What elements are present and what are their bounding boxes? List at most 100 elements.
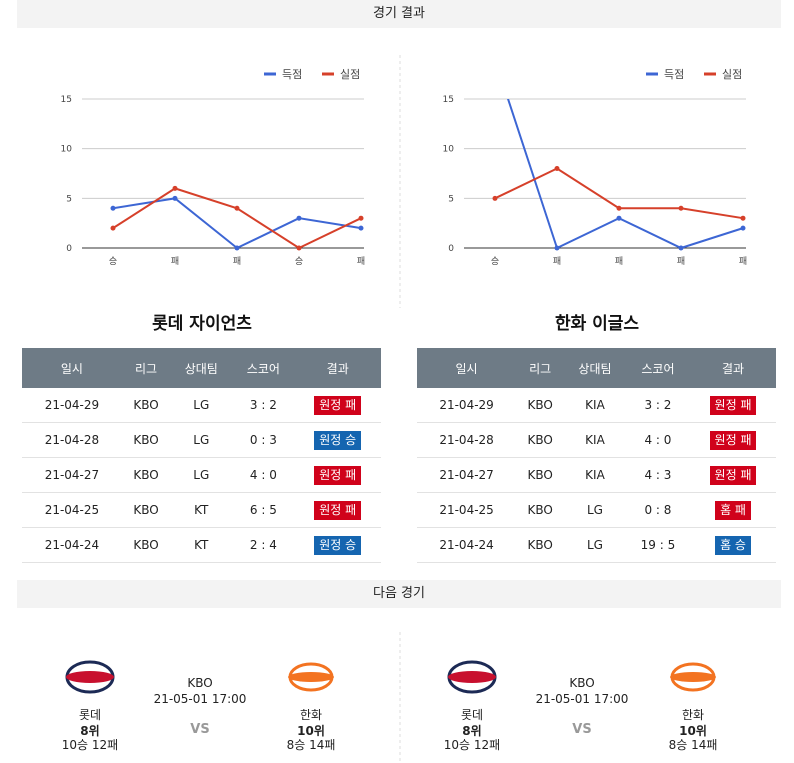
point xyxy=(492,195,498,201)
team-name: 한화 xyxy=(299,708,323,722)
section-header: 경기 결과 xyxy=(17,0,781,28)
logo xyxy=(65,660,115,694)
cell: 원정 패 xyxy=(690,422,776,458)
cell: 21-04-28 xyxy=(22,422,122,458)
row: 21-04-28 KBO LG 0 : 3 원정 승 xyxy=(22,422,381,458)
column-header: 스코어 xyxy=(625,348,691,388)
point xyxy=(678,245,684,251)
legend-label: 실점 xyxy=(722,68,742,81)
cell: LG xyxy=(564,527,626,563)
cell: LG xyxy=(564,492,626,528)
column-header: 리그 xyxy=(121,348,171,388)
column-header: 상대팀 xyxy=(170,348,233,388)
result-badge: 원정 승 xyxy=(314,430,362,450)
cell: 21-04-29 xyxy=(417,388,517,423)
point xyxy=(740,215,746,221)
team-rank: 8위 xyxy=(462,724,482,738)
cell: 21-04-29 xyxy=(22,388,122,423)
x-tick-label: 승 xyxy=(109,256,117,267)
cell: LG xyxy=(170,457,233,493)
cell: KBO xyxy=(121,388,171,423)
result-badge: 원정 패 xyxy=(314,465,362,485)
cell: KT xyxy=(170,527,233,563)
datetime: 21-05-01 17:00 xyxy=(153,692,247,706)
cell: 0 : 8 xyxy=(625,492,691,528)
cell: 원정 패 xyxy=(294,388,381,423)
result-badge: 홈 패 xyxy=(715,500,751,520)
point xyxy=(110,225,116,231)
y-tick-label: 0 xyxy=(448,244,454,254)
y-tick-label: 15 xyxy=(443,95,454,105)
cell: KT xyxy=(170,492,233,528)
logo xyxy=(447,660,497,694)
point xyxy=(296,245,302,251)
cell: KIA xyxy=(564,388,626,423)
result-badge: 원정 패 xyxy=(709,465,757,485)
cell: 원정 패 xyxy=(690,457,776,493)
cell: 21-04-28 xyxy=(417,422,517,458)
logo xyxy=(288,662,334,692)
cell: 2 : 4 xyxy=(232,527,295,563)
cell: KBO xyxy=(516,492,565,528)
section-header: 다음 경기 xyxy=(17,580,781,608)
legend-label: 득점 xyxy=(664,68,684,81)
row: 21-04-29 KBO KIA 3 : 2 원정 패 xyxy=(417,388,776,423)
cell: LG xyxy=(170,422,233,458)
charts: 0 5 10 15 승 패 패 승 패 득점 실점 0 5 10 15 승 패 패 패 패 득점 실점 xyxy=(61,55,747,308)
point xyxy=(358,215,364,221)
point xyxy=(554,166,560,172)
team-record: 10승 12패 xyxy=(61,738,119,752)
x-tick-label: 패 xyxy=(615,256,623,267)
point xyxy=(678,205,684,211)
column-header: 리그 xyxy=(516,348,565,388)
result-badge: 원정 승 xyxy=(314,535,362,555)
row: 21-04-24 KBO LG 19 : 5 홈 승 xyxy=(417,527,776,563)
y-tick-label: 10 xyxy=(443,145,455,155)
x-tick-label: 승 xyxy=(491,256,499,267)
point xyxy=(616,205,622,211)
row: 21-04-27 KBO LG 4 : 0 원정 패 xyxy=(22,457,381,493)
cell: 3 : 2 xyxy=(625,388,691,423)
point xyxy=(554,245,560,251)
cell: 21-04-25 xyxy=(417,492,517,528)
cell: 원정 패 xyxy=(294,492,381,528)
results-table: 일시 리그 상대팀 스코어 결과 21-04-29 KBO KIA 3 : 2 원정 패 21-04… xyxy=(417,348,776,563)
point xyxy=(296,215,302,221)
column-header: 결과 xyxy=(294,348,381,388)
y-tick-label: 5 xyxy=(66,194,72,204)
logo xyxy=(670,662,716,692)
y-tick-label: 5 xyxy=(448,194,454,204)
team-record: 10승 12패 xyxy=(443,738,501,752)
legend-label: 실점 xyxy=(340,68,360,81)
row: 21-04-28 KBO KIA 4 : 0 원정 패 xyxy=(417,422,776,458)
x-tick-label: 승 xyxy=(295,256,303,267)
cell: 21-04-27 xyxy=(417,457,517,493)
column-header: 상대팀 xyxy=(564,348,626,388)
x-tick-label: 패 xyxy=(357,256,365,267)
cell: 6 : 5 xyxy=(232,492,295,528)
legend-label: 득점 xyxy=(282,68,302,81)
cell: KBO xyxy=(121,527,171,563)
x-tick-label: 패 xyxy=(171,256,179,267)
cell: KBO xyxy=(516,457,565,493)
point xyxy=(358,225,364,231)
datetime: 21-05-01 17:00 xyxy=(535,692,629,706)
cell: 4 : 0 xyxy=(232,457,295,493)
team-name: 롯데 xyxy=(460,708,484,722)
row: 21-04-25 KBO KT 6 : 5 원정 패 xyxy=(22,492,381,528)
point xyxy=(172,195,178,201)
point xyxy=(616,215,622,221)
team-record: 8승 14패 xyxy=(668,738,718,752)
cell: LG xyxy=(170,388,233,423)
cell: KBO xyxy=(516,422,565,458)
cell: 원정 승 xyxy=(294,422,381,458)
row: 21-04-29 KBO LG 3 : 2 원정 패 xyxy=(22,388,381,423)
cell: 4 : 0 xyxy=(625,422,691,458)
result-badge: 원정 패 xyxy=(709,430,757,450)
cell: KBO xyxy=(121,457,171,493)
league: KBO xyxy=(187,676,213,690)
y-tick-label: 10 xyxy=(61,145,73,155)
point xyxy=(740,225,746,231)
column-header: 일시 xyxy=(417,348,517,388)
point xyxy=(172,185,178,191)
